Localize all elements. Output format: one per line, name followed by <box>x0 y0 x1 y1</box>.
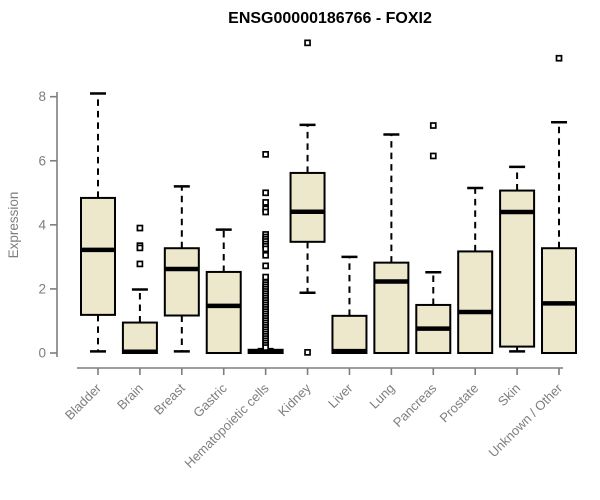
outlier-point <box>262 151 269 158</box>
x-tick-label: Lung <box>366 381 397 412</box>
box-group <box>121 224 158 355</box>
x-tick-label: Breast <box>151 380 188 417</box>
outlier-point <box>262 208 269 216</box>
outlier-point <box>304 39 311 47</box>
outlier-point <box>555 54 563 62</box>
outlier-point <box>429 122 437 129</box>
outlier-point <box>262 344 269 351</box>
iqr-box <box>331 314 368 354</box>
x-tick-label: Unknown / Other <box>486 380 566 460</box>
x-tick-label: Prostate <box>436 381 481 426</box>
box-group <box>163 185 200 353</box>
x-tick-label: Skin <box>495 381 523 409</box>
box-group <box>289 39 326 356</box>
outlier-point <box>262 273 269 281</box>
outlier-point <box>262 251 269 259</box>
y-tick-label: 8 <box>38 89 46 104</box>
iqr-box <box>541 247 578 354</box>
x-tick-label: Brain <box>114 381 146 413</box>
y-tick-label: 2 <box>38 281 46 296</box>
outlier-point <box>262 245 269 253</box>
outlier-point <box>262 189 269 197</box>
boxes-layer <box>80 39 578 356</box>
x-tick-label: Liver <box>325 380 356 411</box>
box-group <box>205 228 242 355</box>
outlier-point <box>262 262 269 270</box>
box-group <box>457 186 494 354</box>
iqr-box <box>205 270 242 355</box>
box-group <box>541 54 578 354</box>
iqr-box <box>289 171 326 243</box>
outlier-point <box>136 260 144 268</box>
x-tick-label: Bladder <box>62 380 105 423</box>
outlier-point <box>304 349 311 356</box>
y-tick-label: 0 <box>38 346 46 361</box>
iqr-box <box>163 247 200 317</box>
x-tick-label: Gastric <box>190 380 230 420</box>
box-group <box>415 122 452 355</box>
y-tick-label: 4 <box>38 217 46 232</box>
iqr-box <box>499 189 536 348</box>
y-tick-label: 6 <box>38 153 46 168</box>
y-axis-label: Expression <box>6 192 21 259</box>
outlier-point <box>136 244 144 252</box>
iqr-box <box>373 261 410 354</box>
x-tick-label: Pancreas <box>390 380 440 430</box>
iqr-box <box>80 196 116 316</box>
x-tick-label: Kidney <box>275 380 314 419</box>
box-group <box>80 92 116 353</box>
box-group <box>499 165 536 353</box>
outlier-point <box>262 199 269 206</box>
box-group <box>331 255 368 354</box>
chart-title: ENSG00000186766 - FOXI2 <box>228 10 432 27</box>
box-group <box>373 133 410 354</box>
outlier-point <box>136 224 144 232</box>
box-group <box>247 151 284 354</box>
outlier-point <box>429 152 437 160</box>
iqr-box <box>121 321 158 355</box>
iqr-box <box>457 250 494 354</box>
